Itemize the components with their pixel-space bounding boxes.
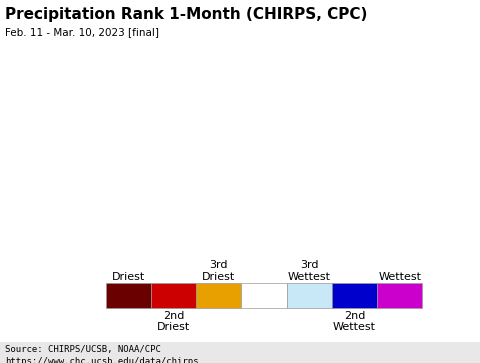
Text: 2nd
Wettest: 2nd Wettest (333, 311, 376, 333)
Text: Source: CHIRPS/UCSB, NOAA/CPC
https://www.chc.ucsb.edu/data/chirps
http://www.cp: Source: CHIRPS/UCSB, NOAA/CPC https://ww… (5, 345, 198, 363)
Bar (106, 283, 151, 308)
Text: Precipitation Rank 1-Month (CHIRPS, CPC): Precipitation Rank 1-Month (CHIRPS, CPC) (5, 7, 367, 22)
Text: 3rd
Wettest: 3rd Wettest (288, 260, 331, 282)
Text: Feb. 11 - Mar. 10, 2023 [final]: Feb. 11 - Mar. 10, 2023 [final] (5, 28, 159, 37)
Text: Driest: Driest (112, 272, 145, 282)
Bar (0, 342, 480, 363)
Bar (287, 283, 332, 308)
Text: Wettest: Wettest (378, 272, 421, 282)
Bar (151, 283, 196, 308)
Text: 3rd
Driest: 3rd Driest (202, 260, 235, 282)
Text: 2nd
Driest: 2nd Driest (157, 311, 190, 333)
Bar (196, 283, 241, 308)
Bar (377, 283, 422, 308)
Bar (332, 283, 377, 308)
Bar (241, 283, 287, 308)
